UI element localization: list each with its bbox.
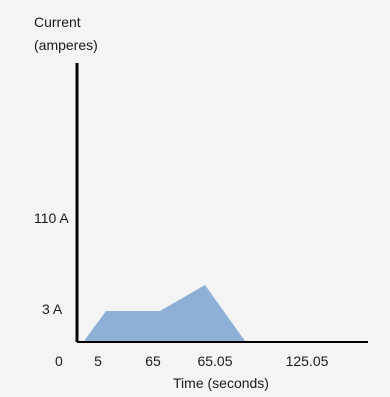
y-axis-title: Current (amperes): [34, 14, 98, 53]
y-tick-110A: 110 A: [34, 210, 69, 226]
y-axis-title-line-1: Current: [34, 14, 81, 30]
y-tick-3A: 3 A: [42, 301, 63, 317]
x-tick-125-05: 125.05: [286, 353, 329, 369]
x-axis-title: Time (seconds): [173, 375, 269, 391]
x-origin-label: 0: [55, 353, 63, 369]
y-axis-ticks: 110 A 3 A: [34, 210, 69, 317]
y-axis-title-line-2: (amperes): [34, 37, 98, 53]
x-tick-5: 5: [94, 353, 102, 369]
current-area: [84, 285, 245, 341]
area-series: [84, 285, 245, 341]
axes: [75, 63, 368, 343]
x-tick-65: 65: [145, 353, 161, 369]
x-axis-ticks: 0 5 65 65.05 125.05: [55, 353, 329, 369]
x-tick-65-05: 65.05: [197, 353, 232, 369]
